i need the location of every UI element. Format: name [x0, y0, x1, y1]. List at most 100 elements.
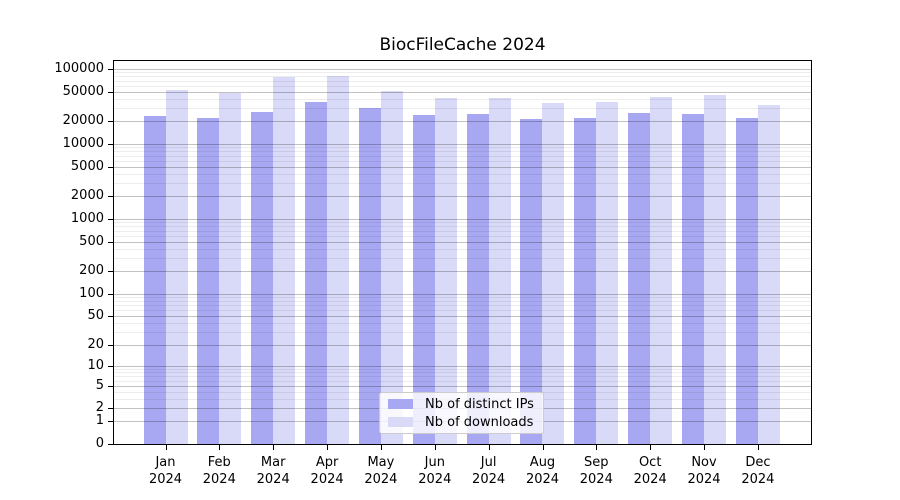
y-tick-2000 [108, 196, 113, 198]
y-tick-label-0: 0 [95, 436, 104, 451]
y-tick-label-1000: 1000 [70, 211, 104, 226]
y-tick-20000 [108, 121, 113, 123]
bar-nb-of-downloads-nov-2024 [704, 94, 726, 444]
x-tick-label-line: 2024 [525, 472, 560, 487]
x-tick-label-line: 2024 [633, 472, 667, 487]
bar-nb-of-distinct-ips-mar-2024 [251, 111, 274, 444]
bar-nb-of-downloads-dec-2024 [757, 105, 780, 444]
y-tick-label-5000: 5000 [70, 158, 104, 174]
minor-gridline-9 [114, 369, 811, 370]
y-tick-label-1: 1 [95, 413, 104, 429]
x-tick-label-line: 2024 [741, 472, 775, 487]
bar-nb-of-downloads-may-2024 [380, 90, 403, 444]
x-tick-label-line: May [367, 455, 395, 470]
x-tick-dec-2024 [757, 445, 759, 450]
major-gridline-20000 [114, 121, 811, 123]
x-tick-label-line: Mar [260, 455, 286, 470]
y-tick-5 [108, 385, 113, 387]
x-tick-aug-2024 [542, 445, 544, 450]
bar-nb-of-distinct-ips-feb-2024 [197, 118, 220, 444]
y-tick-label-5: 5 [95, 377, 104, 393]
minor-gridline-30 [114, 332, 811, 334]
x-tick-label-line: 2024 [256, 472, 290, 487]
bar-nb-of-downloads-apr-2024 [327, 75, 350, 444]
minor-gridline-8 [114, 372, 811, 374]
x-tick-label-line: Jun [424, 455, 445, 470]
legend-row-downloads: Nb of downloads [388, 415, 535, 430]
x-tick-label-sep-2024: Sep 2024 [564, 454, 628, 488]
minor-gridline-60000 [114, 85, 811, 87]
x-tick-apr-2024 [327, 445, 329, 450]
x-tick-label-oct-2024: Oct 2024 [618, 454, 682, 488]
y-tick-500 [108, 241, 113, 243]
minor-gridline-40000 [114, 98, 811, 100]
x-tick-label-jan-2024: Jan 2024 [134, 454, 198, 488]
major-gridline-200 [114, 271, 811, 273]
y-tick-2 [108, 408, 113, 410]
y-tick-label-20000: 20000 [62, 113, 104, 129]
bar-nb-of-downloads-jun-2024 [434, 98, 457, 444]
x-tick-label-line: Feb [207, 455, 231, 470]
bar-nb-of-distinct-ips-may-2024 [358, 108, 381, 444]
major-gridline-2000 [114, 196, 811, 198]
x-tick-label-line: 2024 [579, 472, 613, 487]
bar-nb-of-downloads-oct-2024 [650, 96, 673, 444]
x-tick-label-dec-2024: Dec 2024 [726, 454, 790, 488]
bar-nb-of-downloads-feb-2024 [219, 92, 242, 444]
minor-gridline-30000 [114, 108, 811, 110]
minor-gridline-90 [114, 297, 811, 299]
minor-gridline-800 [114, 226, 811, 228]
minor-gridline-900 [114, 222, 811, 224]
bar-nb-of-distinct-ips-jan-2024 [143, 115, 166, 444]
x-tick-label-jul-2024: Jul 2024 [457, 454, 521, 488]
y-tick-label-2000: 2000 [70, 188, 104, 204]
y-tick-label-2: 2 [95, 400, 104, 416]
bar-nb-of-downloads-jan-2024 [165, 90, 188, 444]
x-tick-label-line: Nov [691, 455, 717, 470]
minor-gridline-400 [114, 248, 811, 250]
bar-nb-of-downloads-sep-2024 [596, 102, 619, 444]
x-tick-label-line: 2024 [418, 472, 452, 487]
bar-nb-of-downloads-aug-2024 [542, 102, 565, 444]
major-gridline-100 [114, 293, 811, 295]
x-tick-label-line: 2024 [687, 472, 721, 487]
minor-gridline-4000 [114, 173, 811, 175]
x-tick-label-may-2024: May 2024 [349, 454, 413, 488]
minor-gridline-40 [114, 323, 811, 324]
x-tick-oct-2024 [650, 445, 652, 450]
x-tick-label-line: 2024 [364, 472, 398, 487]
x-tick-label-line: Oct [638, 455, 662, 470]
x-tick-jan-2024 [165, 445, 167, 450]
y-tick-200 [108, 271, 113, 273]
major-gridline-20 [114, 344, 811, 346]
bar-nb-of-downloads-jul-2024 [488, 98, 511, 444]
minor-gridline-90000 [114, 72, 811, 74]
y-tick-50000 [108, 91, 113, 93]
major-gridline-50 [114, 315, 811, 317]
x-tick-jun-2024 [434, 445, 436, 450]
legend-label-distinct-ips: Nb of distinct IPs [425, 396, 534, 412]
y-tick-label-500: 500 [79, 233, 104, 249]
x-tick-label-line: 2024 [202, 472, 236, 487]
legend-label-downloads: Nb of downloads [425, 414, 534, 430]
x-tick-label-line: Jan [155, 455, 176, 470]
y-tick-label-200: 200 [79, 263, 104, 279]
legend-row-distinct-ips: Nb of distinct IPs [388, 397, 535, 412]
y-tick-label-10: 10 [87, 357, 104, 373]
y-tick-5000 [108, 166, 113, 168]
x-tick-label-line: 2024 [148, 472, 183, 487]
minor-gridline-300 [114, 258, 811, 260]
x-tick-may-2024 [380, 445, 382, 450]
x-tick-feb-2024 [219, 445, 221, 450]
minor-gridline-60 [114, 310, 811, 312]
y-tick-50 [108, 315, 113, 317]
downloads-swatch-icon [388, 417, 413, 427]
minor-gridline-80000 [114, 76, 811, 78]
bar-nb-of-distinct-ips-oct-2024 [628, 112, 651, 444]
bar-nb-of-distinct-ips-jul-2024 [466, 114, 489, 444]
minor-gridline-7 [114, 376, 811, 378]
bar-nb-of-downloads-mar-2024 [273, 77, 296, 444]
legend: Nb of distinct IPs Nb of downloads [379, 392, 544, 434]
x-tick-label-aug-2024: Aug 2024 [511, 454, 575, 488]
